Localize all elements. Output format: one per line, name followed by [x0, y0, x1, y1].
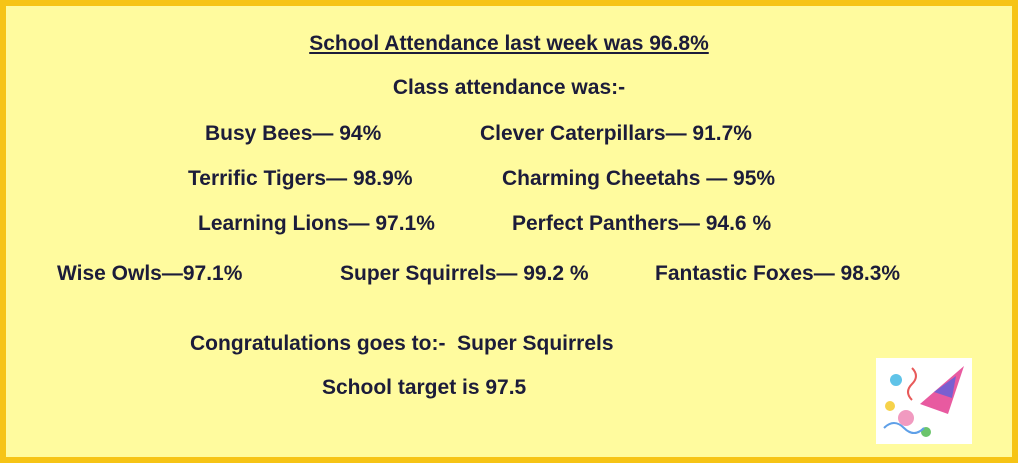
subtitle: Class attendance was:-	[6, 76, 1012, 100]
title: School Attendance last week was 96.8%	[6, 32, 1012, 56]
class-entry: Fantastic Foxes— 98.3%	[655, 262, 900, 286]
confetti	[898, 410, 914, 426]
class-entry: Perfect Panthers— 94.6 %	[512, 212, 771, 236]
class-entry: Learning Lions— 97.1%	[198, 212, 435, 236]
party-icon	[876, 358, 972, 444]
class-entry: Terrific Tigers— 98.9%	[188, 167, 413, 191]
confetti	[890, 374, 902, 386]
class-entry: Wise Owls—97.1%	[57, 262, 242, 286]
confetti	[885, 401, 895, 411]
class-entry: Super Squirrels— 99.2 %	[340, 262, 589, 286]
target: School target is 97.5	[322, 376, 526, 400]
class-entry: Charming Cheetahs — 95%	[502, 167, 775, 191]
class-entry: Clever Caterpillars— 91.7%	[480, 122, 752, 146]
class-entry: Busy Bees— 94%	[205, 122, 381, 146]
notice-board: School Attendance last week was 96.8% Cl…	[0, 0, 1018, 463]
congratulations: Congratulations goes to:- Super Squirrel…	[190, 332, 614, 356]
